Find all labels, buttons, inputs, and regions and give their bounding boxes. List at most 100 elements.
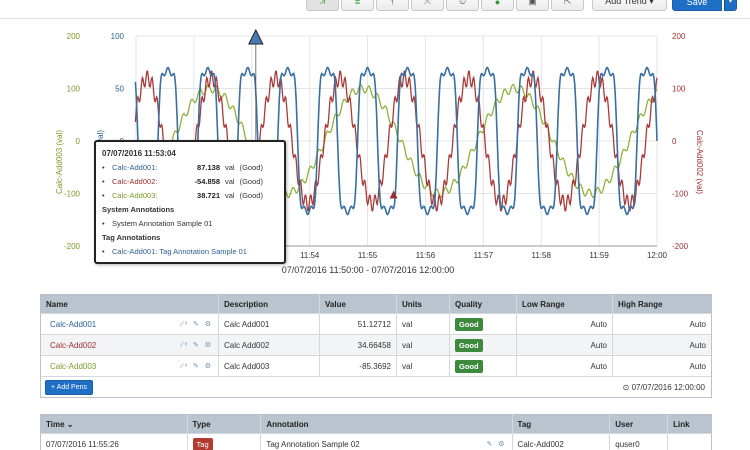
tooltip-series-value: 38.721 <box>197 191 220 200</box>
bullet-icon: • <box>102 247 105 256</box>
column-header-name[interactable]: Name <box>41 295 219 313</box>
tooltip-series-quality: (Good) <box>239 163 263 172</box>
tooltip-series-name: Calc-Add003: <box>112 191 158 200</box>
column-header-tag[interactable]: Tag <box>513 415 611 433</box>
column-header-low-range[interactable]: Low Range <box>517 295 613 313</box>
save-button[interactable]: Save <box>672 0 722 11</box>
export-icon: ⇱ <box>563 0 572 6</box>
annotation-text-cell: Tag Annotation Sample 02 ✎ ⚙ <box>261 434 513 450</box>
annotation-time: 07/07/2016 11:55:26 <box>41 434 188 450</box>
left-axis-title-calc-add003: Calc-Add003 (val) <box>55 130 64 194</box>
add-pens-button[interactable]: + Add Pens <box>45 379 94 395</box>
export-button[interactable]: ⇱ <box>551 0 584 11</box>
quality-badge: Good <box>455 338 483 352</box>
right-axis-tick: -200 <box>672 242 689 251</box>
table-row[interactable]: Calc-Add002 ⁄ᵛ ✎ ⚙ Calc Add002 34.66458 … <box>41 334 711 355</box>
x-axis-tick: 11:54 <box>300 251 320 260</box>
annotation-type-badge: Tag <box>192 437 213 450</box>
table-row[interactable]: Calc-Add001 ⁄ᵛ ✎ ⚙ Calc Add001 51.12712 … <box>41 313 711 334</box>
add-trend-button[interactable]: Add Trend ▾ <box>592 0 667 11</box>
right-axis-tick: 200 <box>672 32 686 41</box>
column-header-time[interactable]: Time ⌄ <box>41 415 188 433</box>
cursor-tooltip: 07/07/2016 11:53:04 • Calc-Add001: 87.13… <box>94 140 286 264</box>
column-header-type[interactable]: Type <box>188 415 262 433</box>
pen-value: 51.12712 <box>320 314 397 334</box>
pen-low-range: Auto <box>517 356 613 376</box>
pen-units: val <box>397 335 450 355</box>
right-axis-calc-add002: 200 100 0 -100 -200 <box>672 32 689 251</box>
quality-badge: Good <box>455 317 483 331</box>
bullet-icon: • <box>102 191 105 200</box>
cursor-tool-button[interactable]: ⫯ <box>376 0 409 11</box>
pen-quality-cell: Good <box>450 314 517 334</box>
tag-annotation-text: Calc-Add001: Tag Annotation Sample 01 <box>112 247 247 256</box>
pen-value: 34.66458 <box>320 335 397 355</box>
table-row[interactable]: 07/07/2016 11:55:26 Tag Tag Annotation S… <box>41 433 711 450</box>
tag-annotations-heading: Tag Annotations <box>102 233 161 242</box>
annotation-actions-icon[interactable]: ✎ ⚙ <box>486 441 507 448</box>
tooltip-series-unit: val <box>225 191 235 200</box>
pen-description: Calc Add003 <box>219 356 320 376</box>
column-header-link[interactable]: Link <box>673 419 690 429</box>
pen-name-cell: Calc-Add003 ⁄ᵛ ✎ ⚙ <box>41 356 219 376</box>
column-header-units[interactable]: Units <box>397 295 450 313</box>
right-axis-title-calc-add002: Calc-Add002 (val) <box>695 130 704 194</box>
x-axis-tick: 11:56 <box>416 251 436 260</box>
column-header-quality[interactable]: Quality <box>450 295 517 313</box>
history-icon: ⏲ <box>458 0 467 6</box>
left-axis-1-tick: 0 <box>76 137 81 146</box>
cursor-top-marker-icon[interactable] <box>248 28 264 45</box>
series-line-calc-add002[interactable] <box>134 70 658 212</box>
left-axis-1-tick: -100 <box>64 190 81 199</box>
annotation-link <box>668 434 711 450</box>
annotations-table-header: Time ⌄ Type Annotation Tag User Link <box>41 415 711 433</box>
pan-tool-icon: ⤧ <box>423 0 432 6</box>
trend-view-button[interactable]: ⩘ <box>306 0 339 11</box>
x-range-label: 07/07/2016 11:50:00 - 07/07/2016 12:00:0… <box>282 265 455 275</box>
tooltip-time: 07/07/2016 11:53:04 <box>102 149 176 158</box>
pen-actions-icon[interactable]: ⁄ᵛ ✎ ⚙ <box>181 321 213 328</box>
annotation-button[interactable]: ● <box>481 0 514 11</box>
tooltip-series-quality: (Good) <box>239 177 263 186</box>
x-axis-tick: 11:55 <box>358 251 378 260</box>
pen-high-range: Auto <box>689 361 706 371</box>
left-axis-1-tick: -200 <box>64 242 81 251</box>
trend-view-icon: ⩘ <box>319 0 326 6</box>
pens-table-header: Name Description Value Units Quality Low… <box>41 295 711 313</box>
bullet-icon: • <box>102 177 105 186</box>
pen-actions-icon[interactable]: ⁄ᵛ ✎ ⚙ <box>181 363 213 370</box>
annotation-marker-icon[interactable] <box>389 190 398 199</box>
pen-value: -85.3692 <box>320 356 397 376</box>
pan-tool-button[interactable]: ⤧ <box>411 0 444 11</box>
column-header-high-range[interactable]: High Range <box>618 299 663 309</box>
tooltip-series-unit: val <box>225 177 235 186</box>
layout-button[interactable]: ▣ <box>516 0 549 11</box>
pen-actions-icon[interactable]: ⁄ᵛ ✎ ⚙ <box>181 342 213 349</box>
cursor-tool-icon: ⫯ <box>390 0 395 6</box>
left-axis-1-tick: 200 <box>67 32 81 41</box>
pen-name-link[interactable]: Calc-Add003 <box>50 361 97 371</box>
column-header-description[interactable]: Description <box>219 295 320 313</box>
list-view-button[interactable]: ≡ <box>341 0 374 11</box>
x-axis-tick: 11:57 <box>474 251 494 260</box>
pen-units: val <box>397 314 450 334</box>
pen-units: val <box>397 356 450 376</box>
bullet-icon: • <box>102 219 105 228</box>
pen-name-link[interactable]: Calc-Add001 <box>50 319 97 329</box>
table-row[interactable]: Calc-Add003 ⁄ᵛ ✎ ⚙ Calc Add003 -85.3692 … <box>41 355 711 376</box>
quality-badge: Good <box>455 359 483 373</box>
left-axis-1-tick: 100 <box>67 85 81 94</box>
column-header-annotation[interactable]: Annotation <box>261 415 513 433</box>
pen-name-link[interactable]: Calc-Add002 <box>50 340 97 350</box>
column-header-value[interactable]: Value <box>320 295 397 313</box>
series-line-calc-add003[interactable] <box>134 83 658 199</box>
annotations-table: Time ⌄ Type Annotation Tag User Link 07/… <box>40 414 712 450</box>
history-button[interactable]: ⏲ <box>446 0 479 11</box>
save-options-button[interactable]: ▾ <box>724 0 737 11</box>
tooltip-series-unit: val <box>225 163 235 172</box>
tooltip-series-value: -54.858 <box>194 177 220 186</box>
tooltip-series-quality: (Good) <box>239 191 263 200</box>
column-header-user[interactable]: User <box>610 415 669 433</box>
